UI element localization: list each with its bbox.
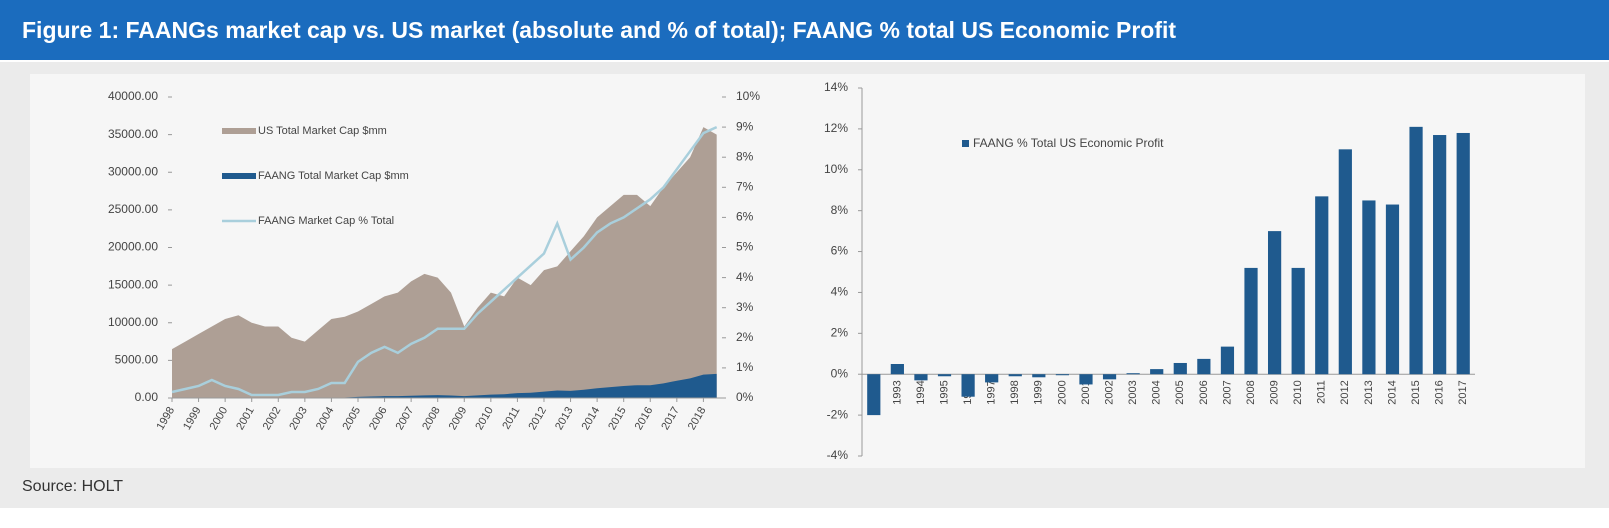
y-tick-label: 14% bbox=[824, 80, 848, 94]
x-tick-label: 2016 bbox=[1434, 380, 1446, 404]
figure-title: Figure 1: FAANGs market cap vs. US marke… bbox=[22, 17, 1176, 43]
y2-tick-label: 2% bbox=[736, 330, 754, 344]
bar bbox=[1338, 149, 1352, 375]
bar bbox=[1456, 132, 1470, 375]
legend-swatch bbox=[962, 140, 969, 147]
bar bbox=[1126, 373, 1140, 375]
x-tick-label: 2005 bbox=[1174, 380, 1186, 404]
area bbox=[172, 127, 717, 398]
y-tick-label: 40000.00 bbox=[108, 89, 158, 103]
line bbox=[171, 125, 718, 397]
y-tick-label: 6% bbox=[831, 244, 849, 258]
y2-tick-label: 9% bbox=[736, 119, 754, 133]
x-tick-label: 2017 bbox=[1457, 380, 1469, 404]
x-tick-label: 2002 bbox=[1103, 380, 1115, 404]
bar bbox=[1362, 200, 1376, 375]
x-tick-label: 2009 bbox=[1269, 380, 1281, 404]
bar bbox=[1008, 374, 1022, 377]
source: Source: HOLT bbox=[22, 478, 123, 495]
y2-tick-label: 8% bbox=[736, 149, 754, 163]
x-tick-label: 1993 bbox=[891, 380, 903, 404]
y2-tick-label: 7% bbox=[736, 179, 754, 193]
x-tick-label: 1998 bbox=[1009, 380, 1021, 404]
bar bbox=[1291, 267, 1305, 375]
y-tick-label: -2% bbox=[827, 407, 849, 421]
y-tick-label: 15000.00 bbox=[108, 277, 158, 291]
x-tick-label: 2008 bbox=[1245, 380, 1257, 404]
x-tick-label: 2000 bbox=[1056, 380, 1068, 404]
x-tick-label: 2004 bbox=[1151, 380, 1163, 404]
bar bbox=[1032, 374, 1046, 378]
bar bbox=[1385, 204, 1400, 375]
x-tick-label: 1999 bbox=[1033, 380, 1045, 404]
x-tick-label: 2013 bbox=[1363, 380, 1375, 404]
x-tick-label: 2012 bbox=[1339, 380, 1351, 404]
legend-label: US Total Market Cap $mm bbox=[258, 125, 387, 137]
bar bbox=[961, 374, 975, 397]
bar bbox=[1315, 196, 1329, 375]
y-tick-label: 8% bbox=[831, 203, 849, 217]
x-tick-label: 2015 bbox=[1410, 380, 1422, 404]
y-tick-label: 25000.00 bbox=[108, 202, 158, 216]
y2-tick-label: 3% bbox=[736, 300, 754, 314]
y-tick-label: -4% bbox=[827, 448, 849, 462]
x-tick-label: 2014 bbox=[1386, 380, 1398, 404]
y-tick-label: 0.00 bbox=[135, 390, 159, 404]
bar bbox=[937, 374, 952, 377]
bar bbox=[1079, 374, 1093, 385]
legend-label: FAANG Total Market Cap $mm bbox=[258, 170, 409, 182]
y-tick-label: 35000.00 bbox=[108, 127, 158, 141]
x-tick-label: 1994 bbox=[915, 380, 927, 404]
y-tick-label: 2% bbox=[831, 326, 849, 340]
y-tick-label: 10% bbox=[824, 162, 848, 176]
y2-tick-label: 6% bbox=[736, 210, 754, 224]
x-tick-label: 1995 bbox=[938, 380, 950, 404]
bar bbox=[1409, 126, 1423, 375]
area bbox=[172, 373, 717, 398]
bar bbox=[1220, 346, 1235, 375]
x-tick-label: 2006 bbox=[1198, 380, 1210, 404]
y-tick-label: 4% bbox=[831, 285, 849, 299]
y-tick-label: 20000.00 bbox=[108, 240, 158, 254]
bar bbox=[1197, 358, 1211, 375]
y2-tick-label: 5% bbox=[736, 240, 754, 254]
legend-label: FAANG Market Cap % Total bbox=[258, 215, 394, 227]
y2-tick-label: 0% bbox=[736, 390, 754, 404]
bar bbox=[1102, 374, 1117, 380]
bar bbox=[1150, 369, 1164, 375]
x-tick-label: 2003 bbox=[1127, 380, 1139, 404]
y-tick-label: 5000.00 bbox=[115, 353, 159, 367]
x-tick-label: 2001 bbox=[1080, 380, 1092, 404]
x-tick-label: 2007 bbox=[1221, 380, 1233, 404]
bar bbox=[1055, 374, 1070, 376]
legend-label: FAANG % Total US Economic Profit bbox=[973, 136, 1164, 150]
title-bar bbox=[0, 0, 1609, 60]
bar bbox=[1433, 135, 1447, 375]
bar bbox=[1244, 267, 1258, 375]
x-tick-label: 2010 bbox=[1292, 380, 1304, 404]
bar bbox=[890, 364, 904, 375]
x-tick-label: 2011 bbox=[1316, 380, 1328, 404]
y2-tick-label: 1% bbox=[736, 360, 754, 374]
legend-swatch bbox=[222, 173, 256, 179]
y-tick-label: 0% bbox=[831, 366, 849, 380]
bar bbox=[867, 374, 881, 416]
y-tick-label: 12% bbox=[824, 121, 848, 135]
bar bbox=[1267, 231, 1282, 375]
bar bbox=[914, 374, 928, 381]
y-tick-label: 10000.00 bbox=[108, 315, 158, 329]
bar bbox=[985, 374, 999, 383]
y2-tick-label: 10% bbox=[736, 89, 760, 103]
x-tick-label: 1997 bbox=[986, 380, 998, 404]
legend-swatch bbox=[222, 128, 256, 134]
y2-tick-label: 4% bbox=[736, 270, 754, 284]
y-tick-label: 30000.00 bbox=[108, 164, 158, 178]
bar bbox=[1173, 362, 1187, 375]
